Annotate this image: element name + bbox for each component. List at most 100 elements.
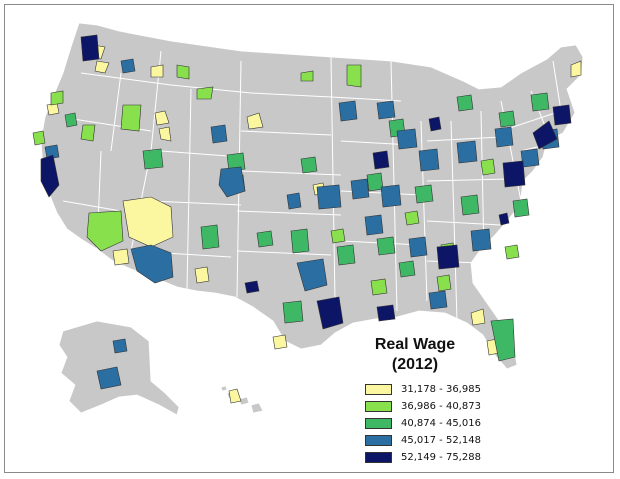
metro-area: [436, 274, 452, 292]
metros-class-5: [40, 34, 572, 330]
metro-area: [94, 60, 110, 74]
metro-area: [50, 90, 64, 106]
metro-area: [80, 124, 96, 142]
metro-area: [380, 184, 402, 208]
metro-area: [200, 224, 220, 250]
metro-area: [490, 318, 516, 362]
legend-swatch-1: [365, 384, 392, 395]
legend-label-2: 36,986 - 40,873: [401, 401, 481, 412]
metro-area: [498, 212, 510, 226]
legend-title-line-1: Real Wage: [374, 336, 456, 353]
metro-area: [80, 34, 100, 62]
metro-area: [428, 116, 442, 132]
metro-area: [300, 70, 314, 82]
metro-area: [44, 144, 60, 160]
legend-label-5: 52,149 - 75,288: [401, 452, 481, 463]
metro-area: [428, 290, 448, 310]
legend-swatch-5: [365, 452, 392, 463]
legend: Real Wage (2012) 31,178 - 36,985 36,986 …: [361, 335, 491, 466]
metro-area: [470, 228, 492, 252]
legend-entry-2: 36,986 - 40,873: [365, 398, 491, 415]
metro-area: [142, 148, 164, 170]
metro-area: [96, 366, 122, 390]
metro-area: [316, 184, 342, 210]
metro-area: [346, 64, 362, 88]
metro-area: [376, 304, 396, 322]
metro-area: [330, 228, 346, 244]
metro-area: [512, 198, 530, 218]
legend-swatch-4: [365, 435, 392, 446]
map-frame: Real Wage (2012) 31,178 - 36,985 36,986 …: [4, 4, 614, 473]
metro-area: [120, 104, 142, 132]
metro-area: [350, 178, 370, 200]
metro-area: [272, 334, 288, 350]
legend-entry-3: 40,874 - 45,016: [365, 415, 491, 432]
metro-area: [456, 140, 478, 164]
metro-area: [376, 100, 396, 120]
metro-area: [286, 192, 302, 210]
metro-area: [336, 244, 356, 266]
metro-area: [396, 128, 418, 150]
metro-area: [504, 244, 520, 260]
legend-swatch-3: [365, 418, 392, 429]
metro-area: [244, 280, 260, 294]
metro-area: [246, 112, 264, 130]
metro-area: [408, 236, 428, 258]
metro-area: [520, 148, 540, 168]
metro-area: [112, 338, 128, 354]
legend-entry-4: 45,017 - 52,148: [365, 432, 491, 449]
metro-area: [414, 184, 434, 204]
metro-area: [296, 258, 328, 292]
hawaii-3: [250, 402, 264, 414]
metro-area: [196, 86, 214, 100]
metro-area: [122, 196, 174, 248]
metro-area: [398, 260, 416, 278]
metro-area: [120, 58, 136, 74]
legend-entry-5: 52,149 - 75,288: [365, 449, 491, 466]
state-border-line: [236, 56, 342, 302]
metro-area: [418, 148, 440, 172]
metro-area: [40, 154, 60, 198]
metro-area: [64, 112, 78, 128]
metro-area: [282, 300, 304, 324]
legend-label-1: 31,178 - 36,985: [401, 384, 481, 395]
metro-area: [316, 296, 344, 330]
legend-label-4: 45,017 - 52,148: [401, 435, 481, 446]
metro-area: [300, 156, 318, 174]
metro-area: [226, 152, 246, 172]
alaska: [58, 320, 180, 416]
legend-entry-1: 31,178 - 36,985: [365, 381, 491, 398]
metro-area: [338, 100, 358, 122]
us-metro-wage-map: [32, 22, 584, 416]
metro-area: [366, 172, 384, 192]
metro-area: [218, 166, 246, 198]
metro-area: [86, 210, 124, 252]
hawaii-2: [238, 396, 250, 406]
metro-area: [404, 210, 420, 226]
metro-area: [570, 60, 582, 78]
metro-area: [364, 214, 384, 236]
metros-class-1: [46, 44, 582, 404]
metro-area: [158, 126, 172, 142]
metro-area: [228, 388, 242, 404]
legend-swatch-2: [365, 401, 392, 412]
metro-area: [456, 94, 474, 112]
metro-area: [210, 124, 228, 144]
legend-title-line-2: (2012): [391, 356, 439, 373]
metro-area: [194, 266, 210, 284]
metro-area: [532, 120, 558, 150]
metro-area: [112, 248, 130, 266]
metro-area: [150, 64, 164, 78]
metro-area: [130, 244, 174, 284]
metro-area: [32, 130, 46, 146]
metro-area: [480, 158, 496, 176]
metro-area: [290, 228, 310, 254]
metro-area: [436, 244, 460, 270]
metro-area: [502, 160, 526, 188]
metro-area: [552, 104, 572, 126]
metro-area: [256, 230, 274, 248]
metro-area: [372, 150, 390, 170]
metro-area: [530, 92, 550, 112]
metro-area: [498, 110, 516, 128]
metro-area: [460, 194, 480, 216]
